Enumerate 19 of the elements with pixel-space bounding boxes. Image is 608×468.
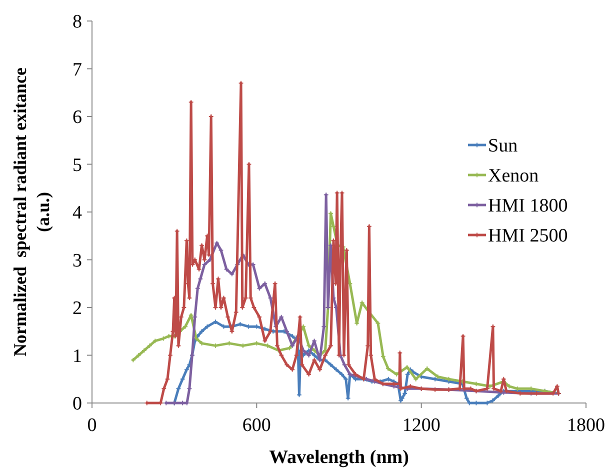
y-tick-label: 3: [72, 250, 82, 272]
x-axis-title: Wavelength (nm): [269, 447, 409, 468]
y-tick-label: 1: [72, 346, 82, 367]
legend-label: HMI 2500: [488, 226, 568, 247]
y-tick-label: 5: [72, 154, 82, 176]
y-tick-label: 4: [72, 202, 82, 224]
x-tick-label: 0: [87, 415, 97, 436]
legend-label: Xenon: [488, 166, 540, 187]
y-tick-label: 6: [72, 107, 82, 128]
x-tick-label: 1800: [567, 415, 605, 436]
y-tick-label: 7: [72, 59, 82, 80]
y-tick-label: 0: [72, 394, 82, 415]
y-axis-title: Normalized spectral radiant exitance (a.u.): [10, 68, 53, 356]
y-tick-label: 8: [72, 12, 82, 33]
legend-label: HMI 1800: [488, 196, 568, 217]
x-tick-label: 600: [242, 415, 271, 436]
y-tick-label: 2: [72, 298, 82, 320]
x-tick-label: 1200: [402, 415, 440, 436]
legend-label: Sun: [488, 136, 518, 157]
